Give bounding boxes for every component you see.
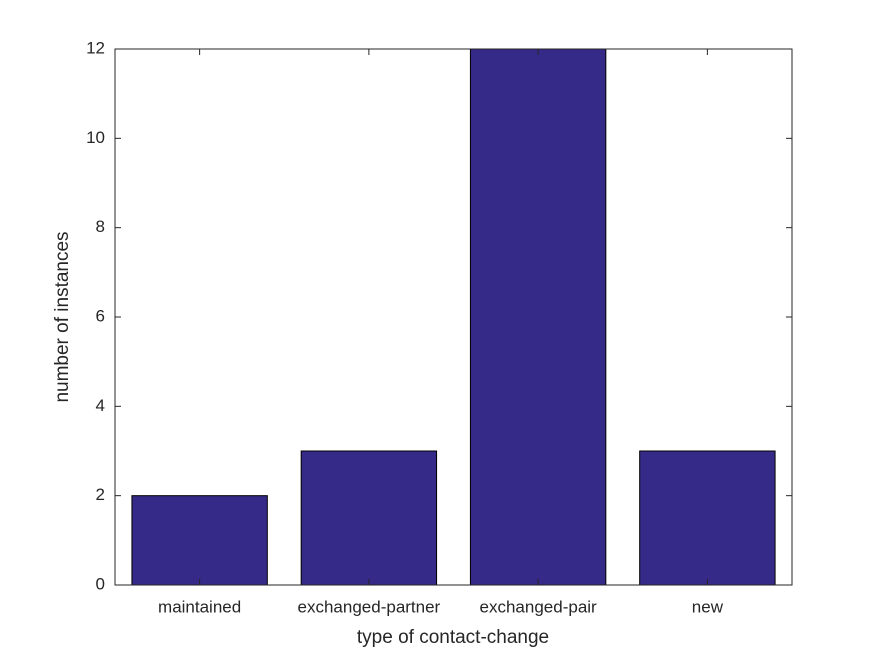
y-tick-label: 4	[96, 396, 105, 415]
axes-box	[114, 48, 793, 586]
bar	[300, 450, 438, 586]
bar	[131, 495, 268, 586]
y-tick-label: 6	[96, 306, 105, 325]
bar	[469, 48, 607, 586]
y-tick-label: 2	[96, 485, 105, 504]
bar	[639, 450, 776, 586]
x-tick-label: exchanged-partner	[298, 597, 441, 616]
x-axis-label: type of contact-change	[357, 627, 549, 648]
y-tick-label: 0	[96, 574, 105, 593]
x-tick-label: exchanged-pair	[480, 597, 598, 616]
x-tick-label: maintained	[158, 597, 241, 616]
y-tick-label: 10	[86, 128, 105, 147]
y-tick-label: 8	[96, 217, 105, 236]
x-tick-label: new	[692, 597, 724, 616]
y-axis-label: number of instances	[52, 231, 73, 402]
y-tick-label: 12	[86, 38, 105, 57]
